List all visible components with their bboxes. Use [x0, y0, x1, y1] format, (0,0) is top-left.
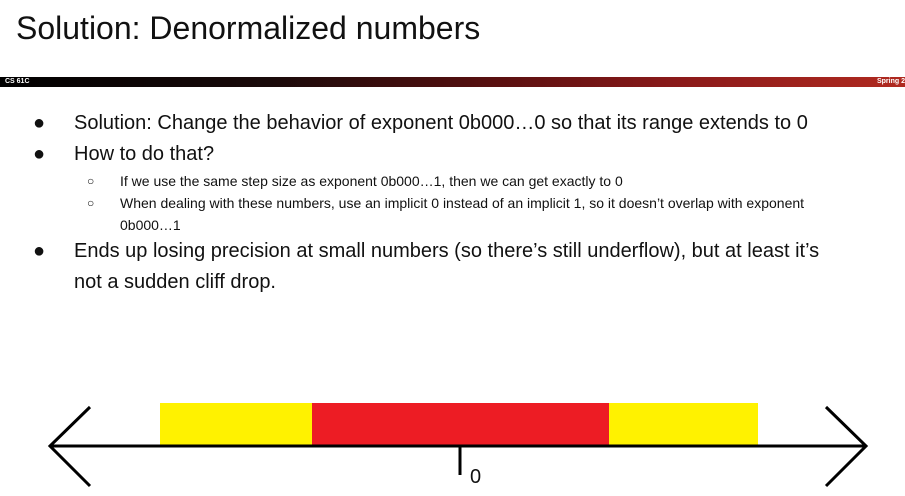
bullet-item: ● Ends up losing precision at small numb…: [0, 236, 834, 298]
red-range: [312, 403, 609, 445]
bullet-ring-icon: ○: [87, 196, 95, 210]
slide-title: Solution: Denormalized numbers: [16, 10, 481, 46]
bullet-list: ● Solution: Change the behavior of expon…: [0, 108, 905, 298]
bullet-dot-icon: ●: [33, 240, 46, 262]
yellow-range-right: [609, 403, 758, 445]
yellow-range-left: [160, 403, 312, 445]
sub-bullet-text: When dealing with these numbers, use an …: [120, 195, 805, 233]
number-line-diagram: [47, 403, 869, 488]
sub-bullet-text: If we use the same step size as exponent…: [120, 173, 623, 189]
right-arrow-icon: [824, 405, 869, 488]
bullet-ring-icon: ○: [87, 174, 95, 188]
bullet-text: Ends up losing precision at small number…: [74, 240, 820, 293]
zero-label: 0: [470, 466, 482, 488]
left-arrow-icon: [47, 405, 92, 488]
header-bar: CS 61C Spring 2: [0, 77, 905, 87]
sub-bullet-item: ○ If we use the same step size as expone…: [0, 170, 820, 192]
bullet-text: Solution: Change the behavior of exponen…: [74, 112, 808, 134]
bullet-item: ● How to do that?: [0, 139, 834, 170]
bullet-dot-icon: ●: [33, 112, 46, 134]
course-label: CS 61C: [5, 78, 30, 85]
sub-bullet-item: ○ When dealing with these numbers, use a…: [0, 192, 820, 236]
bullet-text: How to do that?: [74, 143, 215, 165]
bullet-item: ● Solution: Change the behavior of expon…: [0, 108, 834, 139]
bullet-dot-icon: ●: [33, 143, 46, 165]
term-label: Spring 2: [876, 78, 905, 85]
